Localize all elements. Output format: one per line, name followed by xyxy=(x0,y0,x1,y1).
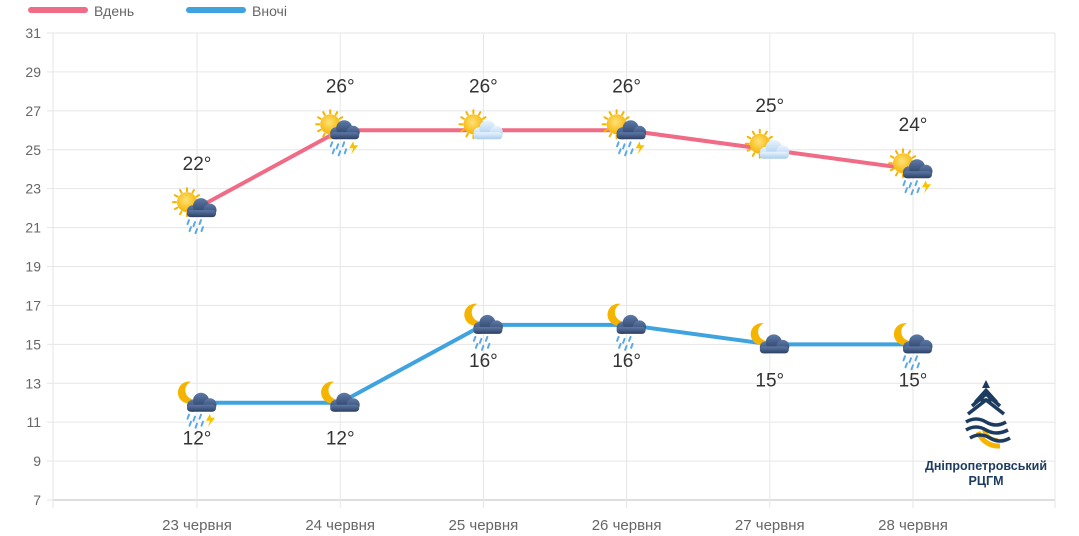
y-tick-label: 23 xyxy=(25,181,41,197)
cloud-shape xyxy=(330,392,360,412)
data-label: 12° xyxy=(326,429,355,450)
rain-drops xyxy=(472,335,491,351)
data-label: 26° xyxy=(612,76,641,97)
lightning-bolt xyxy=(922,180,931,194)
y-tick-label: 11 xyxy=(26,414,41,430)
rain-drops xyxy=(902,355,920,371)
y-tick-label: 9 xyxy=(33,453,41,469)
cloud-shape xyxy=(330,120,360,140)
rain-drops xyxy=(616,141,634,157)
x-tick-label: 28 червня xyxy=(878,517,948,534)
cloud-shape xyxy=(187,392,217,412)
y-tick-label: 17 xyxy=(25,297,41,313)
weather-icons xyxy=(172,109,933,429)
y-tick-label: 13 xyxy=(25,375,41,391)
data-label: 16° xyxy=(612,351,641,372)
legend: Вдень Вночі xyxy=(28,3,287,19)
legend-swatch xyxy=(28,7,88,13)
moon-shape xyxy=(607,303,628,326)
lightning-bolt xyxy=(349,141,359,155)
legend-label: Вдень xyxy=(94,3,134,19)
lightning-bolt xyxy=(206,413,215,427)
data-label: 26° xyxy=(469,76,498,97)
y-tick-label: 15 xyxy=(25,336,41,352)
moon-cloud-storm-icon xyxy=(177,381,217,429)
data-labels: 22° 26° 26° 26° 25° 24° 12° 12° 16° 16° 15° 15° xyxy=(183,76,928,449)
y-tick-label: 7 xyxy=(33,492,41,508)
sun-cloud-icon xyxy=(458,109,503,140)
logo-line-2: РЦГМ xyxy=(969,474,1004,488)
x-tick-label: 25 червня xyxy=(449,517,519,534)
rain-drops xyxy=(329,141,348,157)
legend-swatch xyxy=(186,7,246,13)
cloud-shape xyxy=(903,159,933,179)
rain-drops xyxy=(616,335,634,351)
cloud-shape xyxy=(903,334,933,354)
cloud-shape xyxy=(759,334,790,354)
sun-cloud-icon xyxy=(744,128,790,159)
moon-shape xyxy=(177,381,198,404)
moon-cloud-rain-icon xyxy=(464,303,503,351)
data-label: 24° xyxy=(899,115,928,136)
sun-cloud-rain-icon xyxy=(172,187,217,235)
y-tick-label: 29 xyxy=(25,64,41,80)
moon-cloud-rain-icon xyxy=(607,303,647,351)
x-tick-label: 26 червня xyxy=(592,517,662,534)
rain-drops xyxy=(902,180,920,196)
moon-shape xyxy=(750,323,771,346)
x-tick-label: 27 червня xyxy=(735,517,805,534)
logo-emblem-icon xyxy=(965,380,1011,449)
data-label: 16° xyxy=(469,351,498,372)
moon-cloud-icon xyxy=(321,381,360,412)
x-tick-label: 24 червня xyxy=(305,517,375,534)
series-line-day xyxy=(196,128,914,210)
x-tick-label: 23 червня xyxy=(162,517,232,534)
series-line-night xyxy=(197,322,913,405)
moon-cloud-rain-icon xyxy=(893,323,933,371)
y-tick-label: 25 xyxy=(25,142,41,158)
data-label: 15° xyxy=(899,370,928,391)
sun-cloud-storm-icon xyxy=(888,148,933,196)
cloud-shape xyxy=(187,198,217,218)
cloud-shape xyxy=(616,314,647,334)
sun-cloud-storm-icon xyxy=(601,109,647,157)
moon-shape xyxy=(893,323,914,346)
data-label: 22° xyxy=(183,154,212,175)
y-tick-label: 27 xyxy=(25,103,41,119)
y-tick-label: 31 xyxy=(25,25,41,41)
moon-shape xyxy=(321,381,342,404)
data-label: 26° xyxy=(326,76,355,97)
cloud-shape xyxy=(616,120,647,140)
sun-cloud-storm-icon xyxy=(315,109,360,157)
logo-line-1: Дніпропетровський xyxy=(925,459,1047,473)
moon-shape xyxy=(464,303,485,326)
y-tick-label: 21 xyxy=(25,220,41,236)
logo: Дніпропетровський РЦГМ xyxy=(925,380,1047,488)
rain-drops xyxy=(186,413,204,429)
y-tick-label: 19 xyxy=(25,259,41,275)
moon-cloud-icon xyxy=(750,323,790,354)
grid xyxy=(52,32,1056,508)
legend-label: Вночі xyxy=(252,3,287,19)
cloud-shape xyxy=(473,120,503,140)
lightning-bolt xyxy=(635,141,645,155)
data-label: 12° xyxy=(183,429,212,450)
cloud-shape xyxy=(473,314,503,334)
cloud-shape xyxy=(759,139,790,159)
rain-drops xyxy=(186,219,204,235)
axes: 7 9 11 13 15 17 19 21 23 25 27 29 31 23 червня 24 черв… xyxy=(25,25,947,534)
data-label: 25° xyxy=(755,96,784,117)
data-label: 15° xyxy=(755,370,784,391)
